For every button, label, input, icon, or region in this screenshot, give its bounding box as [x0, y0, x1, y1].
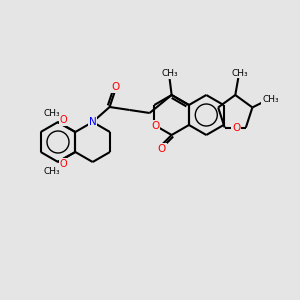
Text: N: N — [89, 117, 97, 127]
Text: CH₃: CH₃ — [43, 167, 60, 176]
Text: CH₃: CH₃ — [232, 68, 249, 77]
Text: O: O — [59, 159, 67, 169]
Text: O: O — [151, 121, 159, 131]
Text: O: O — [158, 144, 166, 154]
Text: CH₃: CH₃ — [161, 70, 178, 79]
Text: O: O — [112, 82, 120, 92]
Text: O: O — [59, 115, 67, 125]
Text: CH₃: CH₃ — [262, 95, 279, 104]
Text: CH₃: CH₃ — [43, 109, 60, 118]
Text: O: O — [232, 123, 240, 133]
